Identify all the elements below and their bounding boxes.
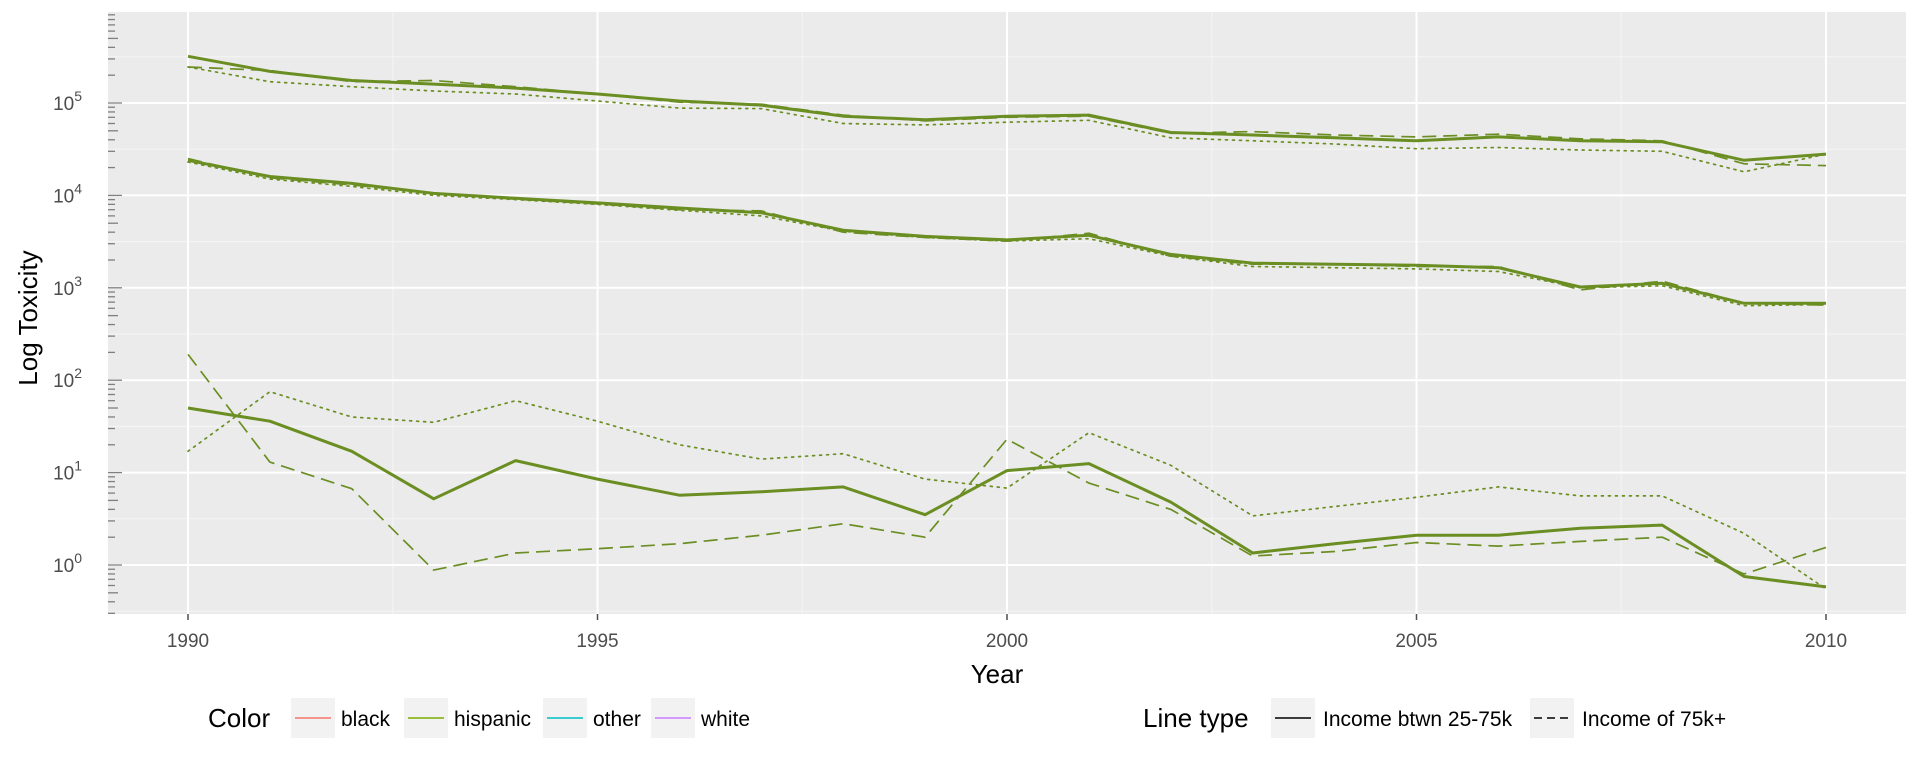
y-tick-label: 101: [53, 458, 82, 485]
series-line-bottom-dashed: [187, 353, 1827, 575]
y-axis-title: Log Toxicity: [13, 250, 43, 385]
x-tick-label: 2005: [1395, 631, 1437, 652]
y-tick-label: 104: [53, 180, 82, 207]
y-tick-label: 100: [53, 550, 82, 577]
series-line-top-dashed: [187, 66, 1827, 167]
legend-label-black: black: [341, 708, 391, 731]
x-tick-label: 2000: [986, 631, 1028, 652]
legend-label-white: white: [700, 708, 750, 731]
legend-label-linetype-solid: Income btwn 25-75k: [1323, 708, 1513, 731]
x-tick-label: 2010: [1805, 631, 1847, 652]
series-line-bottom-solid: [187, 406, 1827, 589]
x-tick-label: 1995: [576, 631, 618, 652]
legend-label-hispanic: hispanic: [454, 708, 531, 731]
legend-label-other: other: [593, 708, 641, 731]
y-tick-label: 102: [53, 365, 82, 392]
y-tick-label: 103: [53, 273, 82, 300]
legend-title-color: Color: [208, 703, 270, 733]
x-axis-title: Year: [971, 659, 1024, 689]
legend-title-linetype: Line type: [1143, 703, 1249, 733]
x-tick-label: 1990: [167, 631, 209, 652]
series-line-top-dotted: [187, 66, 1827, 173]
y-tick-label: 105: [53, 88, 82, 115]
series-line-middle-dotted: [187, 161, 1827, 307]
series-line-bottom-dotted: [187, 390, 1827, 590]
legend-label-linetype-dashed: Income of 75k+: [1582, 708, 1726, 731]
series-line-top-solid: [187, 54, 1827, 162]
